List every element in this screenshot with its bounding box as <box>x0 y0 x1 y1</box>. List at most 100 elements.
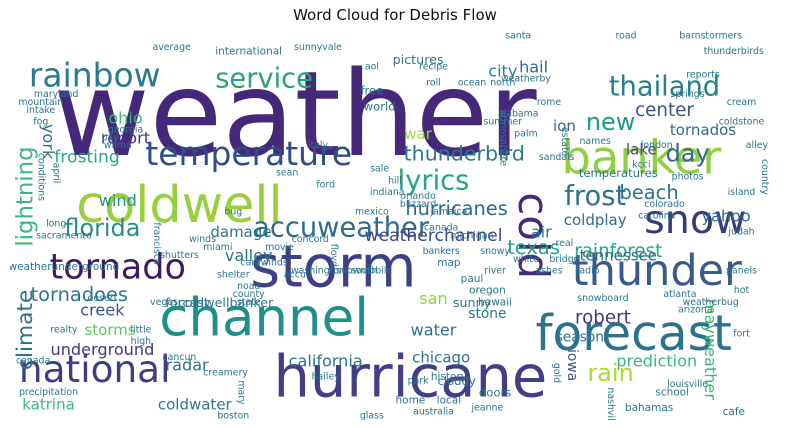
word-102: island <box>728 187 756 198</box>
word-39: york <box>39 124 58 160</box>
word-38: ohio <box>108 109 142 128</box>
word-135: michigan <box>450 230 493 241</box>
word-189: jeanne <box>471 403 504 414</box>
word-40: city <box>488 62 518 81</box>
word-55: tennessee <box>580 246 657 264</box>
word-86: aol <box>365 62 379 73</box>
word-26: hurricanes <box>405 197 507 220</box>
word-64: season <box>556 330 605 346</box>
word-166: weatherunderground <box>10 261 119 273</box>
word-139: mexico <box>355 207 389 218</box>
word-29: weatherchannel <box>364 226 502 246</box>
word-20: new <box>586 108 635 136</box>
word-92: santa <box>505 30 531 41</box>
word-24: climate <box>13 290 38 370</box>
word-42: creek <box>80 301 125 320</box>
word-44: storms <box>84 321 135 339</box>
word-155: shutters <box>160 250 199 261</box>
word-28: tornadoes <box>31 283 128 306</box>
word-168: sacramento <box>36 230 92 241</box>
word-60: ion <box>553 117 576 135</box>
word-111: nashville <box>605 387 616 420</box>
word-79: school <box>655 387 689 399</box>
word-124: temperatures <box>579 166 658 180</box>
word-183: cancun <box>162 352 196 363</box>
word-85: sunnyvale <box>294 42 342 53</box>
word-50: water <box>411 320 457 339</box>
word-27: beach <box>620 181 679 204</box>
word-191: glass <box>360 411 384 420</box>
word-171: fog <box>33 117 48 128</box>
word-57: coldplay <box>564 211 627 229</box>
word-150: winds <box>189 234 216 245</box>
word-125: names <box>579 136 611 147</box>
word-132: rome <box>537 97 562 108</box>
word-154: francisco <box>151 222 162 265</box>
word-46: coldwater <box>158 395 233 413</box>
word-0: weather <box>53 45 537 183</box>
chart-title: Word Cloud for Debris Flow <box>293 6 497 24</box>
word-6: banker <box>562 130 723 184</box>
word-62: san <box>419 289 447 308</box>
word-95: thunderbirds <box>704 46 764 57</box>
word-156: shelter <box>217 269 250 280</box>
word-182: high <box>131 336 151 347</box>
word-5: forecast <box>535 306 732 362</box>
word-32: center <box>635 100 694 121</box>
word-165: desert <box>87 293 117 304</box>
word-123: kcci <box>632 160 650 171</box>
word-192: park <box>408 375 430 386</box>
word-83: hawaii <box>478 296 512 308</box>
word-73: doors <box>479 386 511 400</box>
word-96: reports <box>686 70 720 81</box>
word-3: channel <box>159 288 369 349</box>
word-131: sandals <box>539 152 575 163</box>
word-75: home <box>396 394 426 406</box>
word-112: snowboard <box>577 293 628 304</box>
word-110: louisville <box>667 379 708 390</box>
word-190: australia <box>413 407 454 418</box>
word-180: realty <box>50 324 77 335</box>
word-103: judah <box>727 226 754 237</box>
word-66: sunny <box>453 295 492 310</box>
word-36: wind <box>99 191 137 210</box>
word-100: alley <box>746 140 769 151</box>
word-37: valley <box>225 246 273 265</box>
word-7: thunder <box>572 246 742 296</box>
word-14: accuweather <box>253 212 430 243</box>
word-22: rain <box>587 359 633 387</box>
word-143: sale <box>370 164 389 175</box>
word-148: concord <box>292 234 329 245</box>
word-49: california <box>289 352 363 371</box>
word-181: little <box>130 324 151 335</box>
word-99: coldstone <box>719 117 765 128</box>
word-117: ashes <box>535 266 562 277</box>
word-65: air <box>531 222 552 241</box>
word-10: national <box>19 347 171 391</box>
word-84: international <box>215 46 282 58</box>
word-12: temperature <box>145 134 352 173</box>
word-185: hailey <box>312 371 341 382</box>
word-69: pictures <box>393 52 444 67</box>
word-54: iowa <box>564 349 580 381</box>
word-56: yahoo <box>701 207 750 226</box>
word-31: rainforest <box>574 241 662 262</box>
word-21: day <box>666 139 710 167</box>
word-74: history <box>431 371 467 383</box>
word-70: free <box>360 84 383 98</box>
word-109: fort <box>733 328 750 339</box>
word-120: carolina <box>638 211 675 222</box>
word-93: road <box>615 30 636 41</box>
word-9: snow <box>644 197 746 243</box>
word-89: north <box>490 77 515 88</box>
word-177: georgia <box>108 124 143 135</box>
word-77: bahamas <box>625 402 673 414</box>
word-158: accu <box>284 269 306 280</box>
word-152: floyd <box>328 244 339 267</box>
word-104: panels <box>726 266 757 277</box>
word-128: summer <box>483 117 522 128</box>
word-130: alabama <box>498 109 539 120</box>
word-15: service <box>215 63 313 94</box>
word-68: forcast <box>165 295 209 310</box>
